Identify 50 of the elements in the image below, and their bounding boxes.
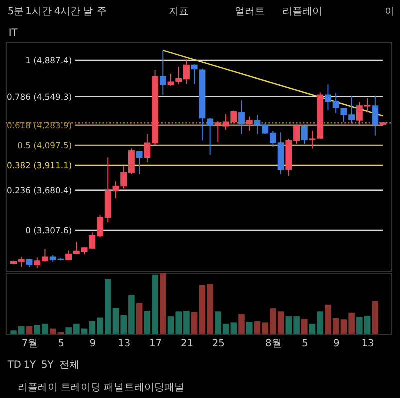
candlestick [136, 150, 143, 175]
ref-line-label: 0 (3,307.6) [26, 225, 72, 236]
ref-line-label: 1 (4,887.4) [26, 55, 72, 66]
x-tick-label: 8월 [266, 338, 282, 350]
x-tick-label: 7월 [22, 338, 38, 350]
bar [160, 273, 166, 334]
candlestick [238, 100, 245, 135]
x-tick-label: 5 [58, 338, 65, 350]
candlestick [246, 116, 253, 132]
text: 5Y [41, 360, 55, 371]
text: 리플레이 트레이딩 패널 [18, 382, 124, 394]
text: 날 [82, 6, 93, 18]
text: 리플레이 [282, 6, 322, 18]
x-tick-label: 5 [302, 338, 308, 350]
x-tick-label: 25 [212, 338, 225, 350]
text: 얼러트 [235, 6, 266, 18]
x-tick-label: 9 [333, 338, 340, 350]
text: 주 [96, 6, 107, 18]
text: 4시간 [54, 6, 81, 18]
bar [50, 328, 56, 334]
x-tick-label: 13 [362, 338, 374, 350]
candlestick [160, 50, 166, 96]
text: 지표 [168, 6, 189, 18]
candlestick [372, 95, 379, 136]
x-tick-label: 9 [90, 338, 96, 350]
ref-line-label: 0.5 (4,097.5) [18, 140, 72, 150]
text: TD [6, 360, 22, 371]
text: 트레이딩패널 [124, 382, 184, 394]
bar [301, 319, 308, 334]
text: 1Y [24, 360, 37, 371]
x-tick-label: 21 [180, 338, 194, 350]
ref-line-label: 0.382 (3,911.1) [6, 160, 72, 171]
text: 5분 [8, 6, 24, 18]
bar [246, 322, 253, 334]
candlestick [207, 118, 214, 156]
x-tick-label: 13 [118, 338, 131, 350]
text: 전체 [59, 360, 80, 371]
bar [26, 326, 33, 334]
ref-line-label: 0.786 (4,549.3) [6, 92, 72, 102]
candlestick [191, 64, 198, 85]
text: 1시간 [26, 6, 52, 18]
bar [136, 303, 143, 334]
candlestick [301, 124, 308, 144]
ref-line-label: 0.236 (3,680.4) [6, 185, 72, 196]
bar [191, 312, 198, 334]
bar [372, 301, 379, 334]
bar [238, 314, 245, 334]
text: IT [8, 28, 19, 40]
x-tick-label: 17 [150, 338, 162, 350]
text: 이 [385, 6, 396, 18]
